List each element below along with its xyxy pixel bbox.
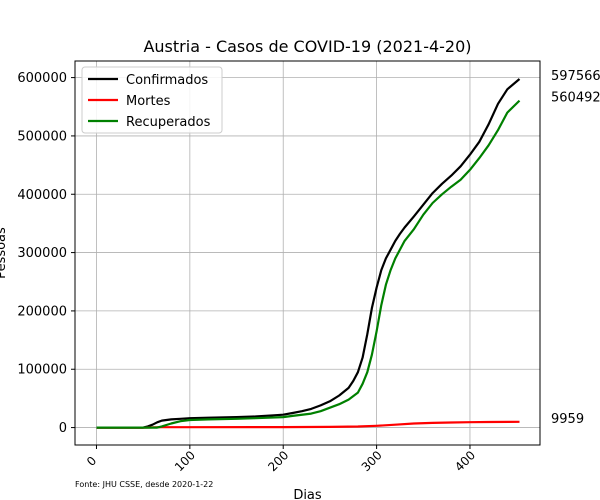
series-lines	[96, 78, 521, 429]
legend-label-recuperados: Recuperados	[126, 115, 211, 130]
y-axis-ticks: 0 100000 200000 300000 400000 500000 600000	[17, 71, 75, 436]
y-tick-label: 200000	[17, 304, 67, 319]
legend-label-mortes: Mortes	[126, 94, 171, 109]
series-line-recuperados	[96, 99, 521, 429]
y-tick-label: 100000	[17, 363, 67, 378]
grid-lines	[75, 61, 540, 445]
end-value-label-recuperados: 560492	[551, 91, 600, 106]
end-value-label-confirmados: 597566	[551, 69, 600, 84]
y-axis-label: Pessoas	[0, 227, 9, 279]
chart-title: Austria - Casos de COVID-19 (2021-4-20)	[143, 37, 471, 56]
series-line-confirmados	[96, 78, 521, 429]
y-tick-label: 500000	[17, 129, 67, 144]
y-tick-label: 600000	[17, 71, 67, 86]
y-tick-label: 300000	[17, 246, 67, 261]
legend: Confirmados Mortes Recuperados	[81, 66, 223, 134]
y-tick-label: 0	[59, 421, 67, 436]
legend-box	[81, 66, 223, 134]
legend-label-confirmados: Confirmados	[126, 73, 208, 88]
y-tick-label: 400000	[17, 188, 67, 203]
end-value-label-mortes: 9959	[551, 412, 584, 427]
source-note: Fonte: JHU CSSE, desde 2020-1-22	[75, 480, 213, 489]
x-axis-label: Dias	[293, 488, 322, 500]
series-end-labels: 597566 9959 560492	[551, 69, 600, 427]
